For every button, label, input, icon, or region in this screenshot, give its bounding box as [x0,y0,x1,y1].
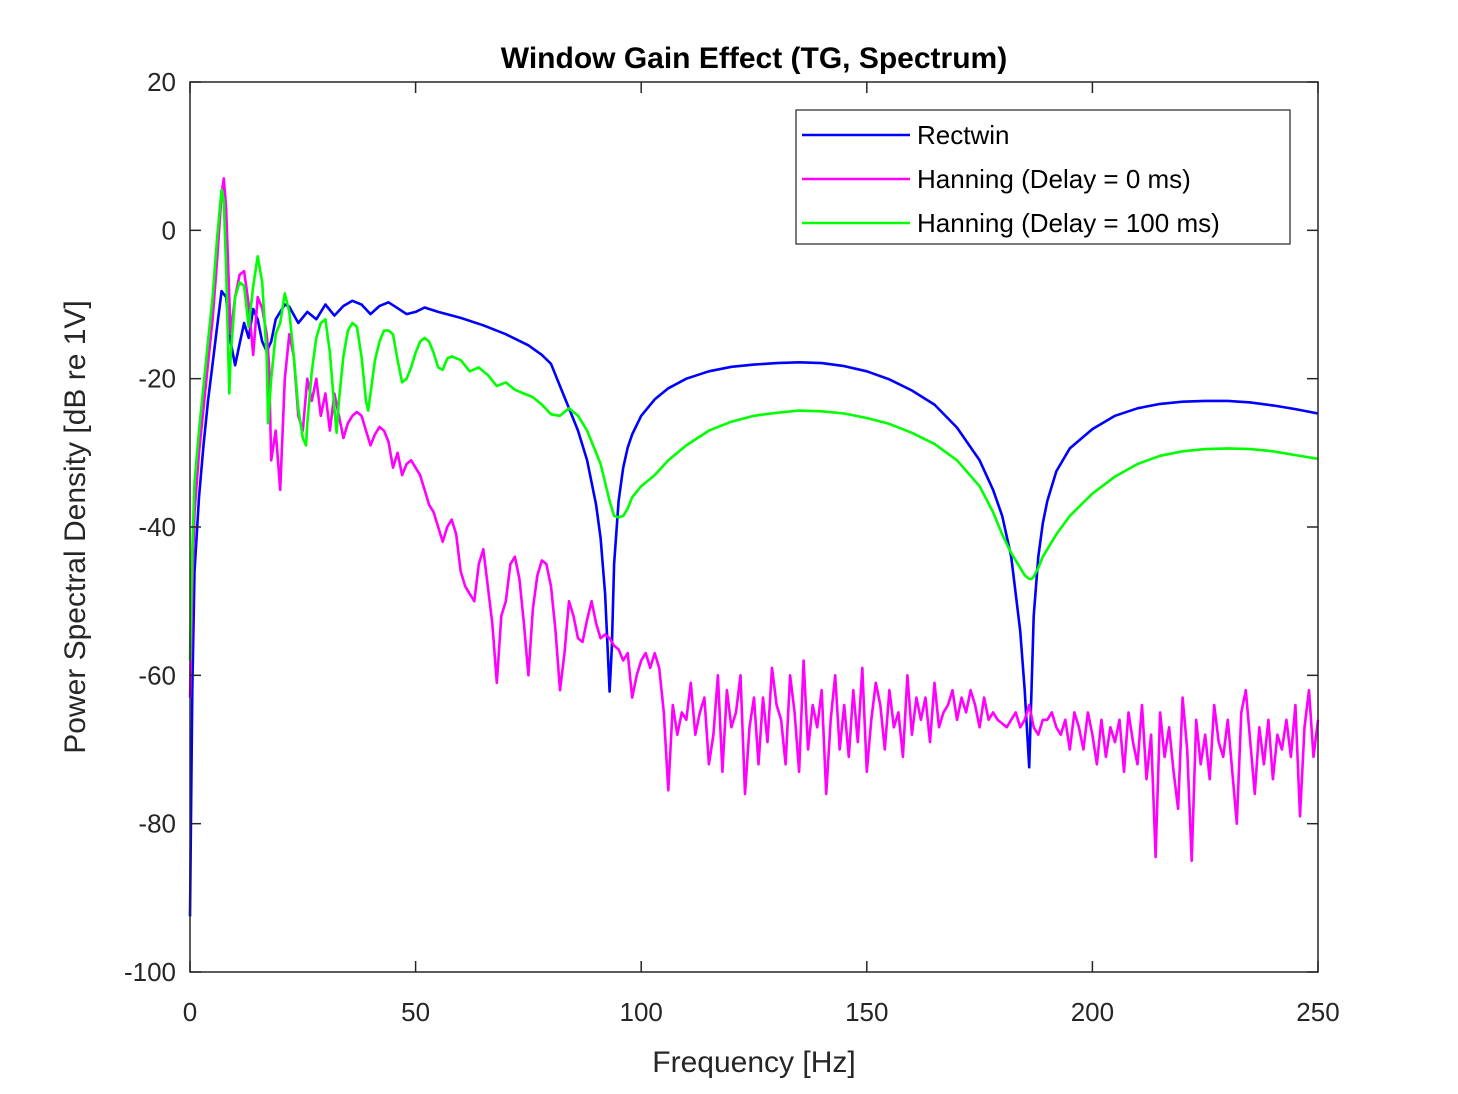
y-tick-label: -20 [138,364,176,394]
y-tick-label: 20 [147,67,176,97]
x-tick-label: 0 [183,997,197,1027]
series-layer [188,177,1320,917]
y-tick-label: -80 [138,809,176,839]
y-tick-label: -60 [138,660,176,690]
x-tick-label: 100 [620,997,663,1027]
legend-label-2: Hanning (Delay = 100 ms) [917,208,1220,238]
legend-box [795,109,1291,245]
x-axis-title: Frequency [Hz] [652,1046,855,1079]
x-tick-label: 250 [1296,997,1339,1027]
y-tick-label: -100 [124,957,176,987]
x-tick-label: 200 [1071,997,1114,1027]
legend-label-1: Hanning (Delay = 0 ms) [917,164,1191,194]
x-tick-label: 50 [401,997,430,1027]
legend: Rectwin Hanning (Delay = 0 ms) Hanning (De… [795,109,1291,245]
y-axis-title: Power Spectral Density [dB re 1V] [59,300,92,754]
y-axis: 20 0 -20 -40 -60 -80 -100 [124,67,1318,987]
legend-label-0: Rectwin [917,120,1009,150]
series-line-2 [188,188,1319,661]
chart-title: Window Gain Effect (TG, Spectrum) [501,42,1007,75]
series-line-0 [188,289,1319,917]
x-axis: 0 50 100 150 200 250 [183,82,1340,1027]
y-tick-label: 0 [162,215,176,245]
x-tick-label: 150 [845,997,888,1027]
series-line-1 [188,177,1320,863]
y-tick-label: -40 [138,512,176,542]
